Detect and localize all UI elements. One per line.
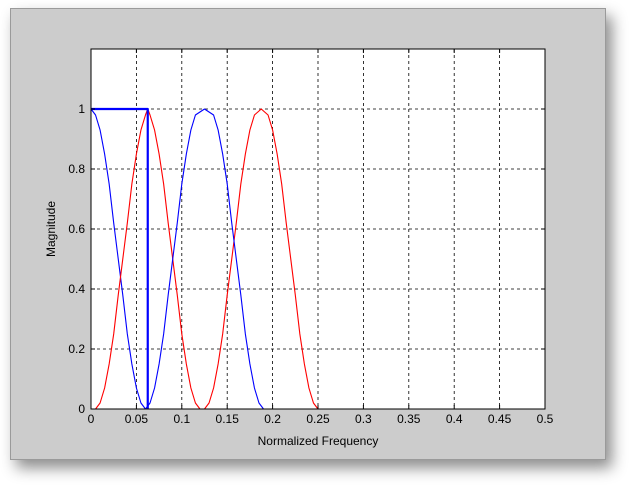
x-tick-label: 0.4 bbox=[446, 412, 463, 426]
x-tick-label: 0.1 bbox=[173, 412, 190, 426]
x-tick-label: 0.5 bbox=[537, 412, 554, 426]
tick-labels: 0 0.05 0.1 0.15 0.2 0.25 0.3 0.35 0.4 0.45 0.5 0 0.2… bbox=[68, 102, 553, 426]
x-tick-label: 0.35 bbox=[397, 412, 421, 426]
x-tick-label: 0.05 bbox=[125, 412, 149, 426]
x-tick-label: 0.45 bbox=[488, 412, 512, 426]
y-tick-label: 0.4 bbox=[68, 282, 85, 296]
x-tick-label: 0.3 bbox=[355, 412, 372, 426]
figure-window: 0 0.05 0.1 0.15 0.2 0.25 0.3 0.35 0.4 0.45 0.5 0 0.2… bbox=[10, 8, 606, 460]
y-tick-label: 0.2 bbox=[68, 342, 85, 356]
x-tick-label: 0.2 bbox=[264, 412, 281, 426]
tick-marks bbox=[90, 49, 546, 410]
x-tick-label: 0.15 bbox=[216, 412, 240, 426]
grid-lines bbox=[91, 49, 545, 409]
y-tick-label: 1 bbox=[78, 102, 85, 116]
x-tick-label: 0 bbox=[88, 412, 95, 426]
series-line-3 bbox=[145, 108, 318, 410]
y-tick-label: 0.6 bbox=[68, 222, 85, 236]
y-axis-label: Magnitude bbox=[44, 201, 58, 257]
ideal-lowpass-line bbox=[91, 107, 149, 409]
y-tick-label: 0 bbox=[78, 402, 85, 416]
x-tick-label: 0.25 bbox=[306, 412, 330, 426]
x-axis-label: Normalized Frequency bbox=[258, 434, 379, 448]
y-tick-label: 0.8 bbox=[68, 162, 85, 176]
line-chart: 0 0.05 0.1 0.15 0.2 0.25 0.3 0.35 0.4 0.45 0.5 0 0.2… bbox=[44, 48, 554, 448]
